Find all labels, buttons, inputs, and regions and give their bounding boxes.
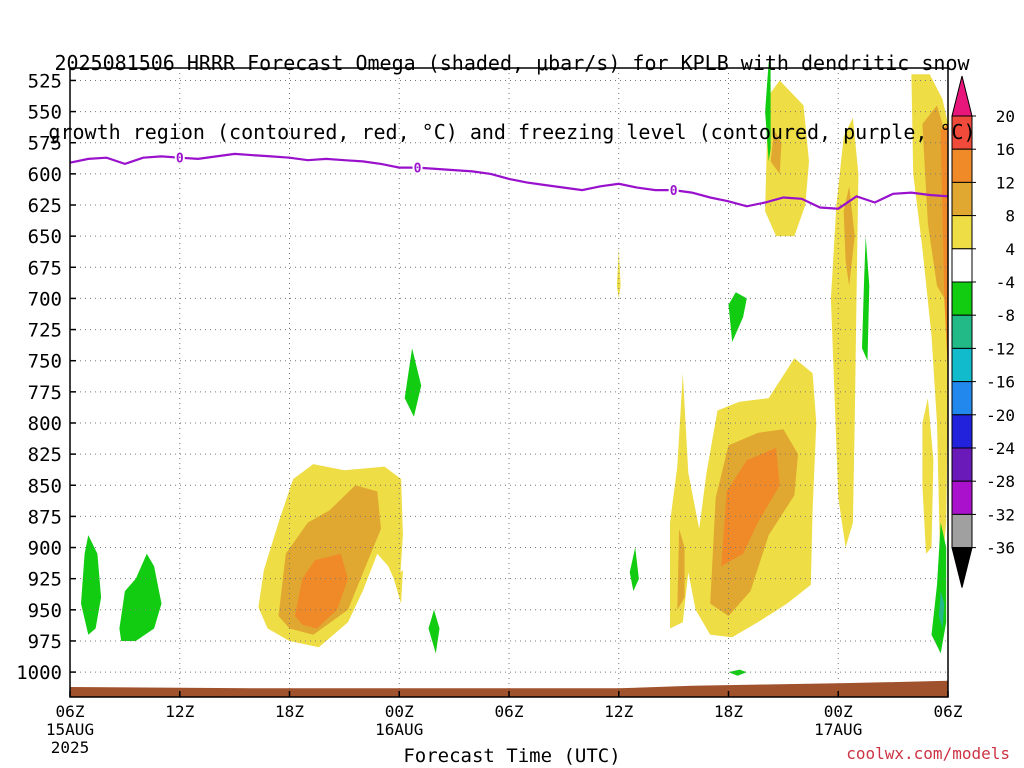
- colorbar-label: -20: [986, 406, 1015, 425]
- y-tick-label: 600: [28, 164, 62, 186]
- y-tick-label: 1000: [16, 662, 62, 684]
- omega-neg-mid-1: [404, 348, 422, 417]
- x-tick-year: 2025: [51, 738, 90, 757]
- y-tick-label: 950: [28, 600, 62, 622]
- colorbar: 20 16 12 8 4 -4 -8 -12 -16 -20 -24 -28 -32 -36: [951, 75, 1015, 588]
- omega-neg-left-1: [81, 535, 102, 635]
- freezing-level-label: 0: [670, 184, 678, 199]
- freezing-level-label-bg: [668, 183, 679, 197]
- colorbar-band: [951, 447, 973, 482]
- colorbar-label: -12: [986, 339, 1015, 358]
- colorbar-label: -28: [986, 472, 1015, 491]
- colorbar-band: [951, 248, 973, 283]
- omega-region-upper-1: [765, 80, 809, 237]
- x-tick-label: 06Z: [934, 702, 963, 721]
- y-tick-label: 975: [28, 631, 62, 653]
- x-tick-date: 17AUG: [814, 720, 862, 739]
- freezing-level-label: 0: [176, 152, 184, 167]
- y-tick-label: 750: [28, 351, 62, 373]
- y-tick-label: 850: [28, 475, 62, 497]
- x-axis-title: Forecast Time (UTC): [403, 745, 621, 767]
- y-tick-label: 650: [28, 226, 62, 248]
- colorbar-band: [951, 480, 973, 515]
- x-tick-label: 12Z: [604, 702, 633, 721]
- omega-neg-mid-2: [428, 609, 440, 654]
- colorbar-label: -36: [986, 539, 1015, 558]
- colorbar-band: [951, 281, 973, 316]
- omega-neg-mid-5: [728, 669, 747, 676]
- axes-layer: 525 550 575 600 625 650 675 700 725 750 775 800 825 8…: [16, 67, 963, 757]
- freezing-level-label-bg: [174, 150, 185, 164]
- omega-region-low-right-12: [721, 447, 780, 567]
- x-tick-label: 18Z: [714, 702, 743, 721]
- y-tick-label: 625: [28, 195, 62, 217]
- x-tick-label: 12Z: [165, 702, 194, 721]
- colorbar-label: -4: [996, 273, 1015, 292]
- y-tick-label: 925: [28, 569, 62, 591]
- omega-neg-right: [931, 522, 947, 654]
- y-tick-label: 550: [28, 102, 62, 124]
- colorbar-bottom-arrow: [951, 547, 973, 588]
- colorbar-label: -16: [986, 373, 1015, 392]
- colorbar-label: -8: [996, 306, 1015, 325]
- colorbar-band: [951, 381, 973, 416]
- colorbar-label: -32: [986, 505, 1015, 524]
- freezing-level-line: [69, 152, 949, 210]
- y-tick-label: 675: [28, 257, 62, 279]
- omega-region-low-right-strip: [677, 528, 685, 610]
- colorbar-label: 12: [996, 173, 1015, 192]
- freezing-level-label-bg: [412, 160, 423, 174]
- omega-region-low-center-12: [295, 553, 348, 629]
- omega-region-upper-3c: [940, 124, 948, 374]
- y-tick-label: 800: [28, 413, 62, 435]
- credit-text: coolwx.com/models: [846, 744, 1010, 763]
- colorbar-label: 16: [996, 140, 1015, 159]
- y-tick-label: 525: [28, 70, 62, 92]
- y-tick-label: 725: [28, 320, 62, 342]
- x-tick-label: 18Z: [275, 702, 304, 721]
- y-tick-label: 875: [28, 506, 62, 528]
- colorbar-label: 4: [1005, 240, 1015, 259]
- y-tick-label: 825: [28, 444, 62, 466]
- omega-region-upper-2: [830, 117, 859, 548]
- colorbar-band: [951, 347, 973, 383]
- omega-neg-upper: [765, 61, 771, 162]
- freezing-level-layer: 0 0 0: [69, 150, 949, 210]
- colorbar-band: [951, 181, 973, 217]
- omega-neg-right-core: [938, 591, 945, 629]
- y-tick-label: 900: [28, 538, 62, 560]
- x-tick-label: 06Z: [56, 702, 85, 721]
- colorbar-label: -24: [986, 439, 1015, 458]
- omega-neg-mid-3: [629, 547, 639, 592]
- y-tick-label: 575: [28, 133, 62, 155]
- title-line-2: growth region (contoured, red, °C) and f…: [48, 120, 976, 144]
- title-line-1: 2025081506 HRRR Forecast Omega (shaded, …: [54, 51, 970, 75]
- omega-neg-left-2: [119, 553, 162, 641]
- chart-title: 2025081506 HRRR Forecast Omega (shaded, …: [0, 6, 1024, 167]
- colorbar-band: [951, 215, 973, 250]
- y-tick-label: 775: [28, 382, 62, 404]
- x-tick-label: 06Z: [495, 702, 524, 721]
- colorbar-band: [951, 314, 973, 349]
- y-tick-label: 700: [28, 288, 62, 310]
- x-tick-date: 15AUG: [46, 720, 94, 739]
- omega-region-upper-1b: [770, 130, 782, 174]
- omega-region-upper-2b: [843, 186, 855, 286]
- x-tick-label: 00Z: [824, 702, 853, 721]
- colorbar-band: [951, 513, 973, 549]
- colorbar-label: 20: [996, 107, 1015, 126]
- colorbar-label: 8: [1005, 207, 1015, 226]
- x-tick-label: 00Z: [385, 702, 414, 721]
- freezing-level-label: 0: [414, 162, 422, 177]
- x-tick-date: 16AUG: [375, 720, 423, 739]
- colorbar-band: [951, 414, 973, 449]
- omega-neg-mid-4: [728, 292, 747, 342]
- omega-region-right-strip: [922, 398, 934, 554]
